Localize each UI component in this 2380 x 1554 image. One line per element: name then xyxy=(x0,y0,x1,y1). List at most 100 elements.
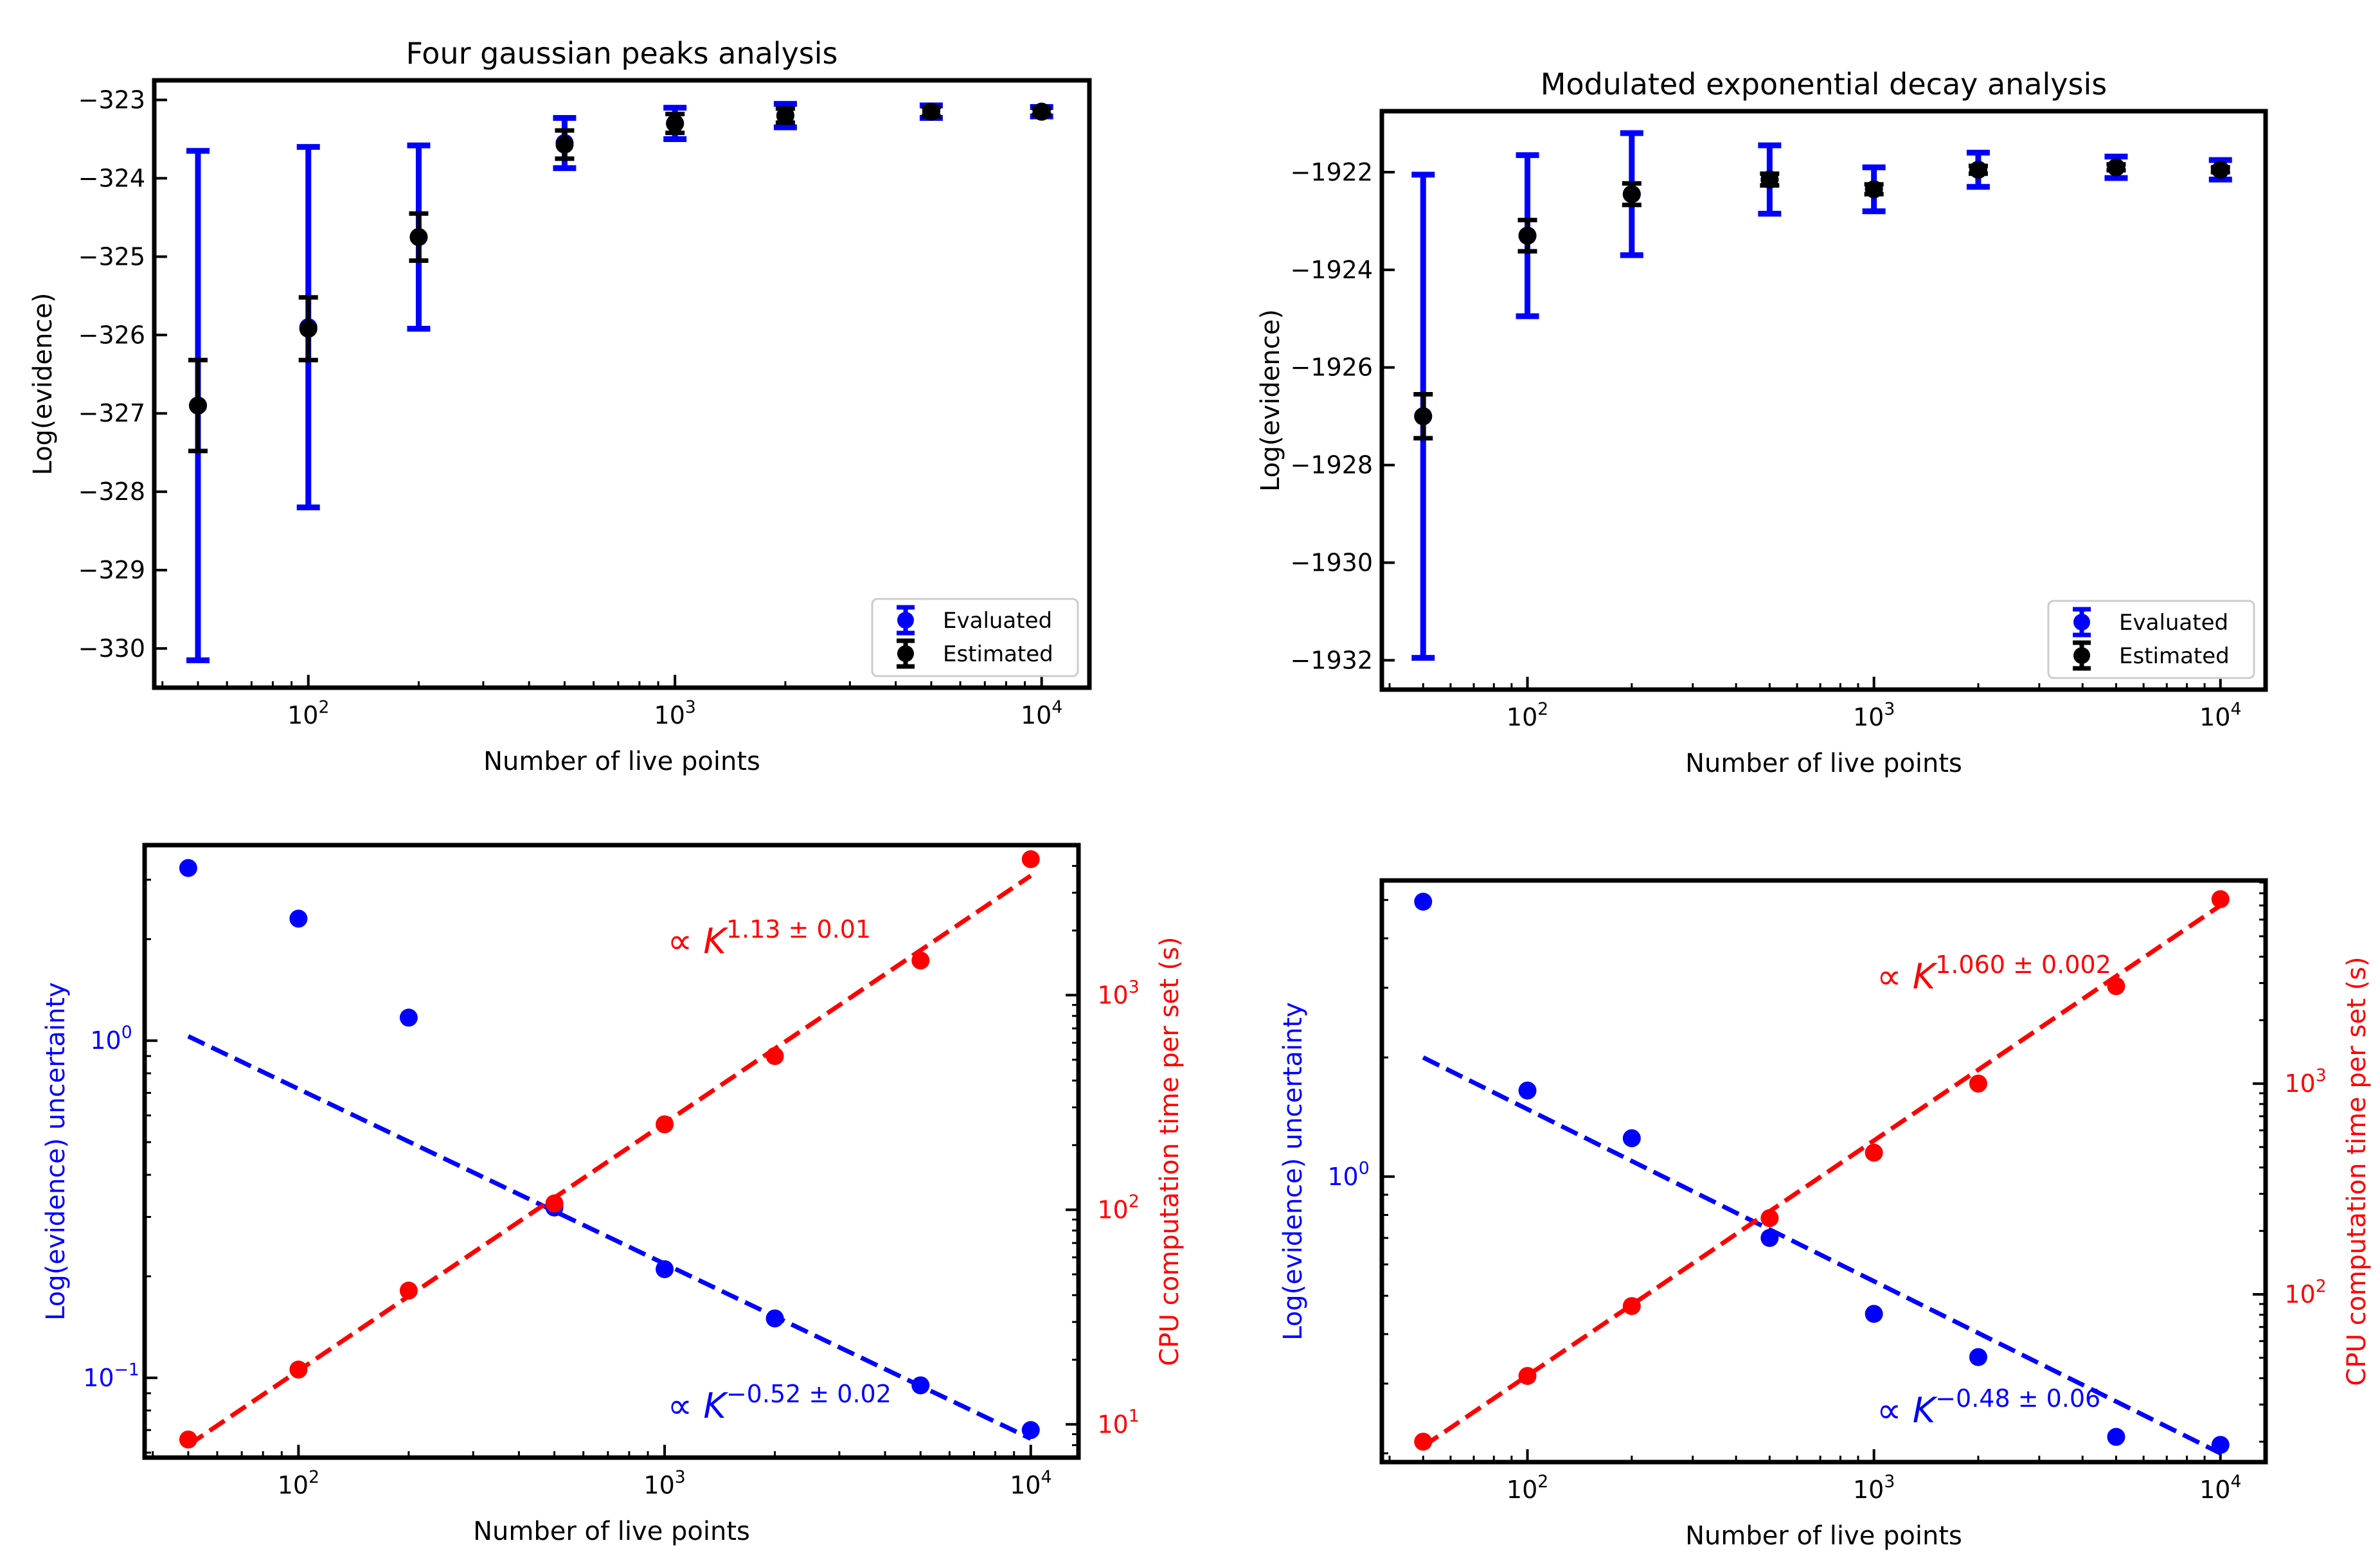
fit-annotation-left: ∝ K−0.52 ± 0.02 xyxy=(668,1380,891,1426)
point-estimated xyxy=(299,319,318,338)
y-tick-label-right: 101 xyxy=(1097,1406,1139,1438)
x-tick-label: 103 xyxy=(1853,1472,1895,1504)
legend-box xyxy=(871,598,1079,677)
point-estimated xyxy=(555,135,574,154)
legend-marker-dot xyxy=(2073,647,2090,664)
x-tick-label: 104 xyxy=(2199,1472,2241,1504)
point-estimated xyxy=(1622,185,1641,204)
plot-frame xyxy=(152,78,1092,690)
y-tick-label: −1930 xyxy=(1290,549,1373,577)
x-axis-label: Number of live points xyxy=(1685,1521,1962,1551)
x-tick-label: 102 xyxy=(1507,1472,1548,1504)
x-tick-label: 102 xyxy=(278,1467,319,1499)
chart-title: Modulated exponential decay analysis xyxy=(1541,67,2107,102)
right-axis-label: CPU computation time per set (s) xyxy=(1155,937,1185,1366)
x-axis-label: Number of live points xyxy=(483,747,760,776)
point-uncertainty xyxy=(765,1309,784,1328)
point-cpu-time xyxy=(1414,1433,1433,1451)
chart-title: Four gaussian peaks analysis xyxy=(406,36,837,71)
y-tick-label: −326 xyxy=(78,321,145,349)
legend-marker-dot xyxy=(2073,614,2090,630)
point-uncertainty xyxy=(1622,1129,1641,1148)
point-cpu-time xyxy=(399,1282,418,1300)
x-tick-label: 103 xyxy=(654,697,696,729)
fit-annotation-right: ∝ K1.13 ± 0.01 xyxy=(668,915,871,961)
y-tick-label: −329 xyxy=(78,556,145,584)
point-cpu-time xyxy=(1021,850,1040,868)
point-estimated xyxy=(1969,161,1987,179)
y-tick-label-right: 103 xyxy=(2284,1066,2326,1098)
point-estimated xyxy=(1032,102,1051,121)
y-tick-label: −328 xyxy=(78,478,145,506)
point-cpu-time xyxy=(545,1194,564,1213)
x-tick-label: 102 xyxy=(1507,699,1548,731)
y-tick-label-left: 10−1 xyxy=(83,1360,139,1392)
point-cpu-time xyxy=(1518,1366,1537,1385)
point-uncertainty xyxy=(656,1260,674,1278)
x-tick-label: 103 xyxy=(1853,699,1895,731)
fit-annotation-right: ∝ K1.060 ± 0.002 xyxy=(1877,951,2111,997)
point-uncertainty xyxy=(1414,893,1433,911)
point-estimated xyxy=(922,102,940,121)
legend-label: Estimated xyxy=(2119,643,2230,669)
y-tick-label: −1928 xyxy=(1290,451,1373,479)
y-tick-label: −330 xyxy=(78,634,145,663)
point-estimated xyxy=(188,397,207,415)
point-cpu-time xyxy=(179,1430,197,1449)
y-tick-label: −1932 xyxy=(1290,646,1373,674)
point-estimated xyxy=(2107,158,2125,177)
point-estimated xyxy=(1518,226,1537,245)
point-uncertainty xyxy=(1021,1421,1040,1440)
point-uncertainty xyxy=(2211,1436,2230,1454)
fit-line-left xyxy=(1422,1055,2222,1456)
point-estimated xyxy=(776,106,794,125)
point-uncertainty xyxy=(289,909,308,928)
x-tick-label: 104 xyxy=(1021,697,1062,729)
point-uncertainty xyxy=(179,859,197,877)
point-uncertainty xyxy=(911,1376,930,1395)
y-tick-label-left: 100 xyxy=(90,1023,132,1055)
plot-frame xyxy=(1379,878,2268,1465)
legend-label: Evaluated xyxy=(943,608,1052,634)
point-uncertainty xyxy=(1865,1305,1883,1323)
right-axis-label: CPU computation time per set (s) xyxy=(2342,957,2372,1386)
x-tick-label: 104 xyxy=(2199,699,2241,731)
point-estimated xyxy=(1414,407,1433,425)
y-tick-label: −1926 xyxy=(1290,353,1373,382)
y-tick-label: −327 xyxy=(78,399,145,427)
fit-line-right xyxy=(1422,904,2222,1449)
y-tick-label: −1922 xyxy=(1290,158,1373,186)
plot-frame xyxy=(1379,109,2268,692)
point-cpu-time xyxy=(765,1047,784,1066)
left-axis-label: Log(evidence) uncertainty xyxy=(1278,1002,1308,1340)
fit-annotation-left: ∝ K−0.48 ± 0.06 xyxy=(1877,1384,2100,1431)
legend-label: Estimated xyxy=(943,641,1053,667)
y-tick-label: −323 xyxy=(78,85,145,114)
legend-label: Evaluated xyxy=(2119,610,2228,636)
x-tick-label: 102 xyxy=(287,697,329,729)
point-uncertainty xyxy=(2107,1427,2125,1446)
x-axis-label: Number of live points xyxy=(473,1517,750,1546)
fit-line-left xyxy=(187,1034,1032,1441)
point-estimated xyxy=(666,114,684,133)
y-tick-label: −325 xyxy=(78,242,145,271)
legend-marker-dot xyxy=(897,645,914,662)
y-axis-label: Log(evidence) xyxy=(28,292,58,475)
point-cpu-time xyxy=(289,1361,308,1379)
legend-marker-dot xyxy=(897,612,914,629)
left-axis-label: Log(evidence) uncertainty xyxy=(41,982,71,1320)
legend-box xyxy=(2047,600,2255,679)
y-tick-label-right: 102 xyxy=(2284,1276,2326,1308)
point-cpu-time xyxy=(656,1115,674,1134)
point-cpu-time xyxy=(2211,890,2230,909)
point-estimated xyxy=(409,228,428,246)
point-cpu-time xyxy=(911,951,930,970)
point-estimated xyxy=(1865,180,1883,199)
y-axis-label: Log(evidence) xyxy=(1256,309,1285,492)
y-tick-label-left: 100 xyxy=(1327,1159,1369,1191)
point-uncertainty xyxy=(399,1008,418,1027)
point-uncertainty xyxy=(1969,1348,1987,1366)
x-tick-label: 103 xyxy=(643,1467,685,1499)
y-tick-label-right: 103 xyxy=(1097,977,1139,1009)
